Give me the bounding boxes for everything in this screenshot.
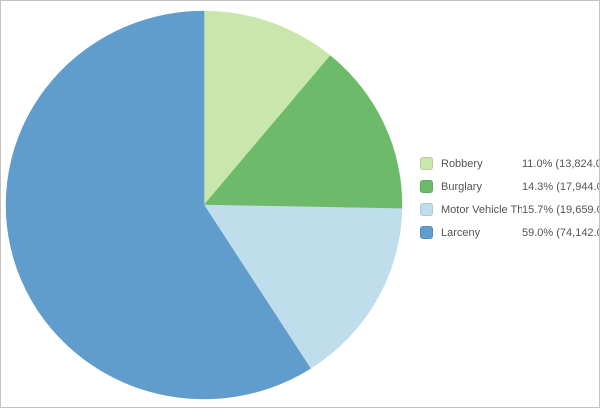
pie-slice-motor-vehicle-theft[interactable] [203,204,403,369]
pie-chart [5,10,403,400]
legend-item: Motor Vehicle Theft 15.7% (19,659.0) [420,198,600,221]
legend-item: Larceny 59.0% (74,142.0) [420,221,600,244]
legend-item-label: Burglary [441,180,482,193]
pie-slice-burglary[interactable] [203,55,403,209]
legend-item-value: 11.0% (13,824.0) [522,157,600,170]
legend: Robbery 11.0% (13,824.0) Burglary 14.3% … [420,152,600,244]
legend-item: Burglary 14.3% (17,944.0) [420,175,600,198]
legend-swatch [420,226,433,239]
legend-item-label: Robbery [441,157,483,170]
legend-item: Robbery 11.0% (13,824.0) [420,152,600,175]
legend-swatch [420,180,433,193]
legend-item-value: 59.0% (74,142.0) [522,226,600,239]
pie-slice-larceny[interactable] [5,10,311,400]
legend-swatch [420,203,433,216]
legend-item-value: 15.7% (19,659.0) [522,203,600,216]
legend-item-value: 14.3% (17,944.0) [522,180,600,193]
legend-item-label: Larceny [441,226,481,239]
legend-item-label: Motor Vehicle Theft [441,203,522,216]
pie-slice-robbery[interactable] [203,10,331,206]
legend-swatch [420,157,433,170]
